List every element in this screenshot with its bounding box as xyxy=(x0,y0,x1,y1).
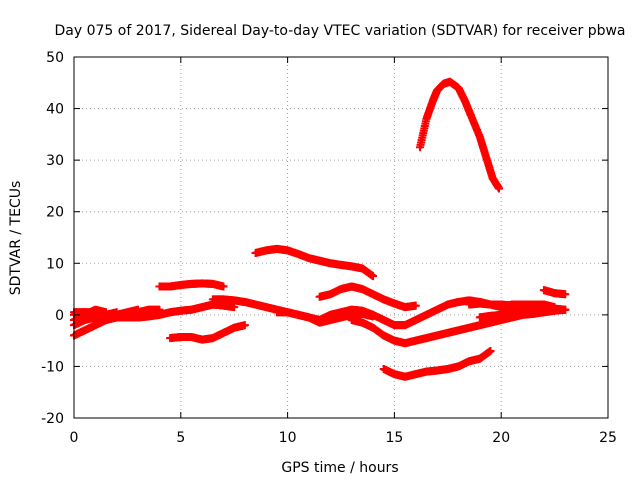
y-tick-label: -10 xyxy=(41,359,64,375)
x-tick-label: 15 xyxy=(385,430,403,446)
x-tick-label: 20 xyxy=(492,430,510,446)
x-tick-label: 0 xyxy=(70,430,79,446)
x-tick-label: 5 xyxy=(176,430,185,446)
y-tick-label: 40 xyxy=(46,102,64,118)
data-point-marker xyxy=(219,282,228,291)
series-arc-17 xyxy=(539,286,570,299)
series-arc-16 xyxy=(475,300,548,322)
series-arc-10 xyxy=(272,308,378,327)
chart-title: Day 075 of 2017, Sidereal Day-to-day VTE… xyxy=(54,23,625,39)
data-point-marker xyxy=(411,301,420,310)
axes: 0 5 10 15 20 25 -20 -10 0 10 20 30 40 50 xyxy=(41,50,617,446)
plot-frame xyxy=(73,56,609,419)
series-arc-7 xyxy=(166,321,249,344)
data-point-marker xyxy=(495,184,504,193)
x-tick-label: 25 xyxy=(599,430,617,446)
series-arc-6 xyxy=(155,279,228,291)
y-tick-label: 10 xyxy=(46,256,64,272)
y-tick-label: -20 xyxy=(41,411,64,427)
y-tick-label: 0 xyxy=(55,308,64,324)
data-point-marker xyxy=(369,312,378,321)
y-tick-label: 30 xyxy=(46,153,64,169)
data-point-marker xyxy=(539,300,548,309)
series-arc-13 xyxy=(379,346,495,381)
y-axis-label: SDTVAR / TECUs xyxy=(8,181,24,296)
series-arc-14 xyxy=(416,77,504,193)
y-tick-label: 20 xyxy=(46,205,64,221)
x-tick-label: 10 xyxy=(279,430,297,446)
data-point-marker xyxy=(561,305,570,314)
series-arc-12 xyxy=(347,305,570,348)
data-point-marker xyxy=(240,321,249,330)
series-arc-9 xyxy=(251,244,378,281)
x-axis-label: GPS time / hours xyxy=(281,460,398,476)
data-point-marker xyxy=(102,308,111,317)
data-point-marker xyxy=(369,272,378,281)
series-arc-11 xyxy=(315,282,420,312)
data-points xyxy=(70,77,570,381)
data-point-marker xyxy=(561,290,570,299)
data-point-marker xyxy=(486,346,495,355)
y-tick-label: 50 xyxy=(46,50,64,66)
grid-lines xyxy=(74,57,608,418)
